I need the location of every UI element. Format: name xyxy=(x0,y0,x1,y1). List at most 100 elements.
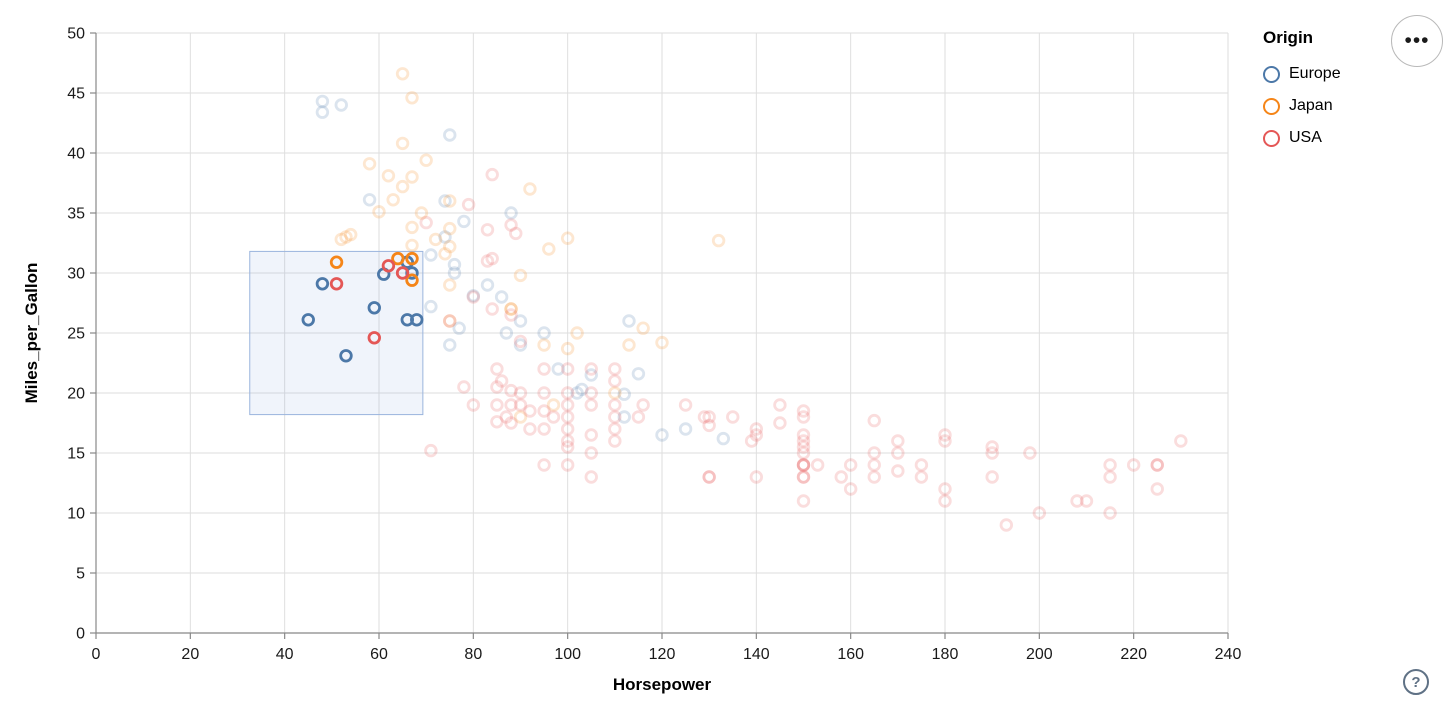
data-point xyxy=(438,194,452,208)
data-point xyxy=(1103,470,1117,484)
data-point xyxy=(523,182,537,196)
data-point xyxy=(843,458,858,472)
data-point xyxy=(367,301,381,315)
chart-actions-menu-button[interactable]: ••• xyxy=(1391,15,1443,67)
data-point xyxy=(796,458,811,472)
x-tick-label: 20 xyxy=(181,646,199,663)
data-point xyxy=(339,349,353,363)
data-point xyxy=(329,255,344,269)
data-point xyxy=(537,458,551,472)
data-point xyxy=(631,367,646,381)
data-point xyxy=(999,518,1014,532)
data-point xyxy=(773,416,787,430)
x-tick-label: 120 xyxy=(649,646,676,663)
data-point xyxy=(466,398,481,412)
data-point xyxy=(490,398,504,412)
data-point xyxy=(391,251,405,266)
data-point xyxy=(386,193,400,207)
data-point xyxy=(443,128,457,142)
data-point xyxy=(796,440,811,454)
x-tick-label: 180 xyxy=(932,646,959,663)
data-point xyxy=(608,374,622,388)
data-point xyxy=(985,440,999,454)
data-point xyxy=(796,410,811,424)
data-point xyxy=(1150,482,1164,496)
data-point xyxy=(1103,458,1117,472)
legend-swatch-icon xyxy=(1263,65,1280,83)
data-point xyxy=(362,157,377,171)
data-point xyxy=(570,386,584,400)
data-point xyxy=(428,232,443,247)
y-tick-label: 25 xyxy=(67,326,85,343)
y-tick-label: 45 xyxy=(67,86,85,103)
data-point xyxy=(914,470,929,484)
data-point xyxy=(443,221,457,236)
data-point xyxy=(405,251,419,266)
data-point xyxy=(537,362,551,376)
data-point xyxy=(542,242,556,256)
data-point xyxy=(494,374,509,388)
x-tick-label: 140 xyxy=(743,646,770,663)
data-point xyxy=(447,257,462,272)
data-point xyxy=(796,470,811,484)
data-point xyxy=(513,386,528,400)
data-point xyxy=(419,215,433,230)
data-point xyxy=(329,277,344,291)
y-tick-label: 0 xyxy=(76,626,85,643)
data-point xyxy=(461,197,476,212)
data-point xyxy=(480,254,495,268)
legend: Origin Europe Japan USA xyxy=(1263,28,1341,154)
data-point xyxy=(466,289,481,303)
data-point xyxy=(843,482,858,496)
data-point xyxy=(575,382,589,397)
data-point xyxy=(523,422,537,436)
legend-swatch-icon xyxy=(1263,129,1280,147)
data-point xyxy=(560,410,575,424)
data-point xyxy=(381,259,396,273)
data-point xyxy=(608,422,622,436)
data-point xyxy=(678,398,693,412)
data-point xyxy=(438,230,452,244)
y-tick-label: 5 xyxy=(76,566,85,583)
data-point xyxy=(938,428,952,442)
data-point xyxy=(867,470,881,484)
data-point xyxy=(537,386,551,400)
data-point xyxy=(504,302,518,316)
legend-title: Origin xyxy=(1263,28,1314,47)
data-point xyxy=(560,362,575,376)
data-point xyxy=(702,470,716,484)
data-point xyxy=(424,443,438,458)
data-point xyxy=(344,227,358,242)
data-point xyxy=(560,422,575,436)
data-point xyxy=(537,326,551,340)
data-point xyxy=(622,338,636,352)
data-point xyxy=(504,308,518,322)
data-point xyxy=(405,238,419,253)
data-point xyxy=(631,410,646,424)
data-point xyxy=(546,398,561,412)
data-point xyxy=(315,94,330,109)
data-point xyxy=(537,422,551,436)
data-point xyxy=(504,398,518,412)
data-point xyxy=(546,410,561,424)
y-axis-title: Miles_per_Gallon xyxy=(22,263,41,404)
data-point xyxy=(608,410,622,424)
data-point xyxy=(494,290,509,304)
data-point xyxy=(796,494,811,508)
help-button[interactable]: ? xyxy=(1403,669,1429,695)
legend-item-label: USA xyxy=(1289,129,1322,146)
legend-item-label: Europe xyxy=(1289,65,1341,82)
y-tick-label: 35 xyxy=(67,206,85,223)
data-point xyxy=(773,398,787,412)
data-point xyxy=(537,338,551,352)
data-point xyxy=(372,205,386,219)
data-point xyxy=(490,362,504,376)
data-point xyxy=(810,458,825,472)
data-point xyxy=(702,470,716,484)
data-point xyxy=(636,398,650,412)
plot-area[interactable] xyxy=(96,33,1228,633)
data-point xyxy=(749,428,764,442)
scatter-points xyxy=(301,67,1188,532)
data-point xyxy=(584,368,598,382)
